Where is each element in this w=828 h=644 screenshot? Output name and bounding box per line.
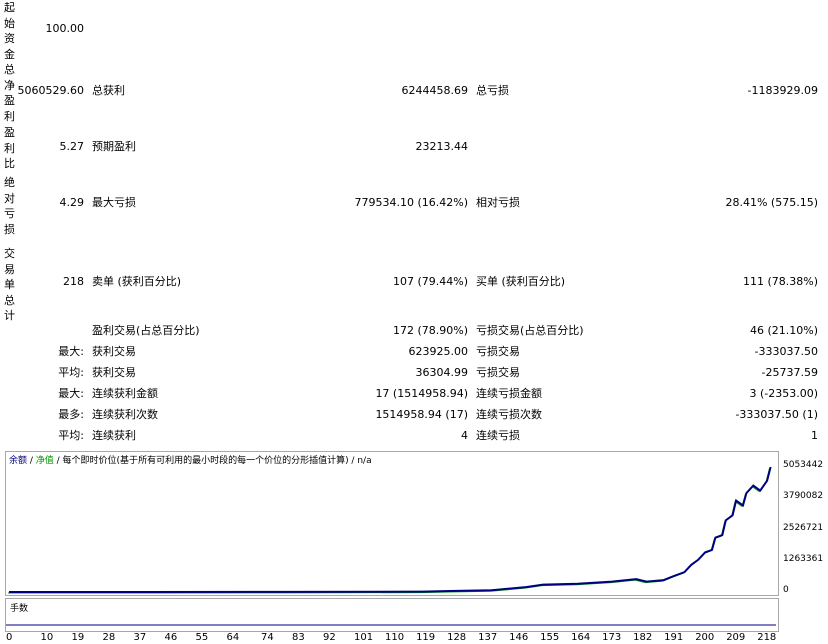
- expected-payoff-value: 23213.44: [415, 140, 469, 153]
- initial-deposit-value: 100.00: [45, 22, 85, 35]
- x-tick-label: 64: [226, 632, 240, 643]
- net-profit-label: 总净盈利: [4, 63, 15, 123]
- maximal-consecutive-profit-value: 1514958.94 (17): [375, 408, 468, 421]
- x-tick-label: 46: [164, 632, 178, 643]
- total-trades-value: 218: [63, 275, 84, 288]
- x-tick-label: 218: [757, 632, 777, 643]
- max-consecutive-losses-label: 连续亏损金额: [476, 387, 542, 400]
- chart-legend: 余额 / 净值 / 每个即时价位(基于所有可利用的最小时段的每一个价位的分形插值…: [9, 455, 372, 467]
- average-profit-label: 获利交易: [92, 366, 136, 379]
- profit-factor-label: 盈利比: [4, 126, 15, 170]
- gross-profit-value: 6244458.69: [401, 84, 468, 97]
- y-tick-label: 1263361: [783, 553, 824, 564]
- maximal-consecutive-loss-label: 连续亏损次数: [476, 408, 542, 421]
- max-consecutive-losses-value: 3 (-2353.00): [749, 387, 818, 400]
- x-tick-label: 191: [664, 632, 684, 643]
- chart-plot-area: [8, 466, 772, 594]
- relative-drawdown-value: 28.41% (575.15): [725, 196, 818, 209]
- y-tick-label: 2526721: [783, 522, 824, 533]
- absolute-drawdown-label: 绝对亏损: [4, 176, 15, 236]
- short-positions-label: 卖单 (获利百分比): [92, 275, 182, 288]
- x-tick-label: 155: [540, 632, 560, 643]
- x-tick-label: 28: [102, 632, 116, 643]
- max-consecutive-prefix: 最大:: [58, 387, 84, 400]
- x-tick-label: 182: [633, 632, 653, 643]
- balance-chart: 余额 / 净值 / 每个即时价位(基于所有可利用的最小时段的每一个价位的分形插值…: [5, 451, 779, 596]
- lots-chart: 手数: [5, 598, 779, 632]
- profit-trades-value: 172 (78.90%): [392, 324, 468, 337]
- average-profit-value: 36304.99: [415, 366, 469, 379]
- largest-prefix: 最大:: [58, 345, 84, 358]
- maximal-drawdown-value: 779534.10 (16.42%): [354, 196, 468, 209]
- legend-balance: 余额: [9, 456, 28, 466]
- x-tick-label: 119: [416, 632, 436, 643]
- gross-loss-value: -1183929.09: [747, 84, 818, 97]
- expected-payoff-label: 预期盈利: [92, 140, 136, 153]
- legend-model-description: / 每个即时价位(基于所有可利用的最小时段的每一个价位的分形插值计算) / n/…: [53, 456, 372, 466]
- maximal-consecutive-profit-label: 连续获利次数: [92, 408, 158, 421]
- lots-chart-label: 手数: [10, 604, 29, 614]
- balance-line: [9, 466, 772, 593]
- x-tick-label: 173: [602, 632, 622, 643]
- average-prefix: 平均:: [58, 366, 84, 379]
- largest-profit-label: 获利交易: [92, 345, 136, 358]
- profit-trades-label: 盈利交易(占总百分比): [92, 324, 200, 337]
- average-loss-label: 亏损交易: [476, 366, 520, 379]
- largest-loss-value: -333037.50: [754, 345, 818, 358]
- long-positions-label: 买单 (获利百分比): [476, 275, 566, 288]
- largest-loss-label: 亏损交易: [476, 345, 520, 358]
- profit-factor-value: 5.27: [59, 140, 85, 153]
- x-tick-label: 209: [726, 632, 746, 643]
- y-tick-label: 0: [783, 585, 789, 595]
- average-consecutive-losses-label: 连续亏损: [476, 429, 520, 442]
- x-tick-label: 146: [509, 632, 529, 643]
- x-tick-label: 10: [40, 632, 54, 643]
- max-consecutive-wins-label: 连续获利金额: [92, 387, 158, 400]
- x-tick-label: 200: [695, 632, 715, 643]
- average-consecutive-prefix: 平均:: [58, 429, 84, 442]
- y-tick-label: 3790082: [783, 491, 824, 502]
- largest-profit-value: 623925.00: [408, 345, 469, 358]
- relative-drawdown-label: 相对亏损: [476, 196, 520, 209]
- absolute-drawdown-value: 4.29: [59, 196, 85, 209]
- total-trades-label: 交易单总计: [4, 247, 15, 322]
- x-tick-label: 137: [478, 632, 498, 643]
- average-consecutive-wins-label: 连续获利: [92, 429, 136, 442]
- loss-trades-value: 46 (21.10%): [749, 324, 818, 337]
- x-tick-label: 128: [447, 632, 467, 643]
- average-consecutive-losses-value: 1: [811, 429, 818, 442]
- legend-equity: 净值: [35, 456, 54, 466]
- max-consecutive-wins-value: 17 (1514958.94): [375, 387, 468, 400]
- x-tick-label: 55: [195, 632, 209, 643]
- x-tick-label: 74: [261, 632, 274, 643]
- equity-line: [8, 467, 771, 594]
- short-positions-value: 107 (79.44%): [392, 275, 468, 288]
- maximal-drawdown-label: 最大亏损: [92, 196, 136, 209]
- gross-profit-label: 总获利: [92, 84, 125, 97]
- y-tick-label: 5053442: [783, 460, 824, 470]
- initial-deposit-label: 起始资金: [4, 1, 15, 61]
- x-tick-label: 37: [133, 632, 147, 643]
- x-tick-label: 164: [571, 632, 591, 643]
- legend-separator: /: [27, 456, 36, 466]
- x-tick-label: 19: [71, 632, 85, 643]
- x-tick-label: 110: [385, 632, 405, 643]
- maximal-consecutive-prefix: 最多:: [58, 408, 84, 421]
- average-loss-value: -25737.59: [761, 366, 818, 379]
- average-consecutive-wins-value: 4: [461, 429, 468, 442]
- x-tick-label: 83: [292, 632, 305, 643]
- lots-plot-area: [6, 624, 776, 626]
- net-profit-value: 5060529.60: [17, 84, 84, 97]
- x-tick-label: 0: [6, 632, 13, 643]
- x-tick-label: 92: [323, 632, 336, 643]
- x-tick-label: 101: [354, 632, 374, 643]
- long-positions-value: 111 (78.38%): [742, 275, 818, 288]
- gross-loss-label: 总亏损: [476, 84, 509, 97]
- loss-trades-label: 亏损交易(占总百分比): [476, 324, 584, 337]
- maximal-consecutive-loss-value: -333037.50 (1): [735, 408, 818, 421]
